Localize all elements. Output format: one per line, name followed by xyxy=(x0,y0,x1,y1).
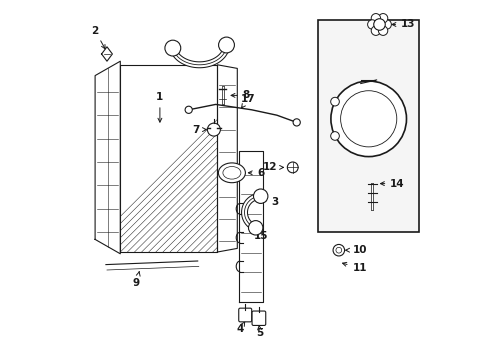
Text: 3: 3 xyxy=(257,197,278,207)
Text: 12: 12 xyxy=(262,162,283,172)
Circle shape xyxy=(292,119,300,126)
Ellipse shape xyxy=(218,163,245,183)
Text: 13: 13 xyxy=(391,19,415,30)
Circle shape xyxy=(330,81,406,157)
Text: 5: 5 xyxy=(256,325,263,338)
FancyBboxPatch shape xyxy=(251,311,265,325)
Circle shape xyxy=(253,189,267,203)
Bar xyxy=(120,65,217,252)
Text: 16: 16 xyxy=(219,40,233,50)
Text: 15: 15 xyxy=(253,225,267,241)
Text: 9: 9 xyxy=(133,272,140,288)
Circle shape xyxy=(367,20,376,29)
Ellipse shape xyxy=(223,166,241,179)
Circle shape xyxy=(330,97,339,106)
Text: 7: 7 xyxy=(192,125,206,135)
Text: 8: 8 xyxy=(231,90,249,100)
Text: 6: 6 xyxy=(248,168,264,178)
Text: 11: 11 xyxy=(342,262,366,273)
Circle shape xyxy=(287,162,298,173)
Circle shape xyxy=(340,91,396,147)
Circle shape xyxy=(370,26,380,35)
FancyBboxPatch shape xyxy=(318,20,418,232)
Circle shape xyxy=(335,247,341,253)
Text: 2: 2 xyxy=(91,26,105,49)
Circle shape xyxy=(370,14,380,23)
Circle shape xyxy=(185,106,192,113)
Circle shape xyxy=(373,19,385,30)
Circle shape xyxy=(164,40,181,56)
Text: 17: 17 xyxy=(240,94,255,108)
Text: 1: 1 xyxy=(156,92,163,122)
Circle shape xyxy=(207,123,220,136)
Circle shape xyxy=(378,14,387,23)
Text: 10: 10 xyxy=(345,245,366,255)
Circle shape xyxy=(330,132,339,140)
Circle shape xyxy=(381,20,390,29)
Circle shape xyxy=(218,37,234,53)
Circle shape xyxy=(248,221,263,235)
Text: 14: 14 xyxy=(380,179,404,189)
Circle shape xyxy=(378,26,387,35)
Text: 4: 4 xyxy=(236,321,244,334)
Circle shape xyxy=(332,244,344,256)
FancyBboxPatch shape xyxy=(238,308,251,322)
